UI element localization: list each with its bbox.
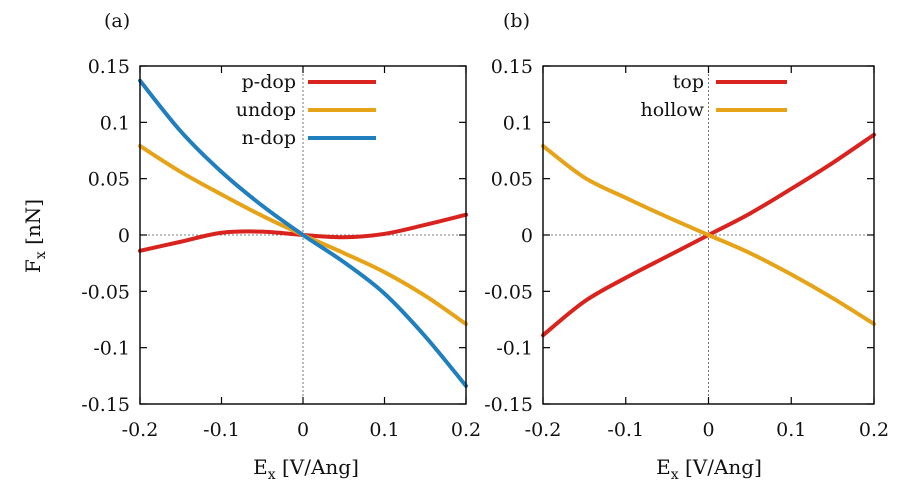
legend-label-n-dop: n-dop xyxy=(242,127,296,149)
panel-a-xlabel-main: E xyxy=(253,455,268,479)
y-tick-label: -0.1 xyxy=(496,338,533,360)
legend-label-p-dop: p-dop xyxy=(242,71,296,93)
panel-a-x-axis-label: Ex [V/Ang] xyxy=(253,455,359,483)
y-tick-label: 0.05 xyxy=(491,169,533,191)
panel-b-xlabel-main: E xyxy=(656,455,671,479)
x-tick-label: 0.1 xyxy=(776,419,806,441)
x-tick-label: -0.1 xyxy=(203,419,240,441)
y-tick-label: 0.15 xyxy=(88,56,130,78)
y-tick-label: -0.15 xyxy=(81,394,130,416)
series-line-n-dop xyxy=(138,78,468,388)
x-tick-label: 0 xyxy=(297,419,309,441)
panel-b-xlabel-sub: x xyxy=(671,467,679,483)
panel-a-y-axis-label: Fx [nN] xyxy=(21,199,49,273)
panel-b-ticks: 0.15 0.1 0.05 0 -0.05 -0.1 -0.15 -0.2 -0.1 0 0.1 0.… xyxy=(484,56,889,441)
panel-a-ylabel-sub: x xyxy=(33,251,49,259)
panel-a-ylabel-unit: [nN] xyxy=(21,199,45,251)
panel-a-label: (a) xyxy=(104,10,130,32)
panel-b-frame xyxy=(542,65,875,405)
panel-a-ticks: 0.15 0.1 0.05 0 -0.05 -0.1 -0.15 -0.2 -0.1 0 0.1 0.… xyxy=(81,56,481,441)
y-tick-label: 0.15 xyxy=(491,56,533,78)
panel-b: (b) 0.150.10.050-0.05-0.1-0.15-0.2 -0.1 0 0… xyxy=(484,10,889,483)
y-tick-label: 0.1 xyxy=(503,112,533,134)
x-tick-label: 0.2 xyxy=(859,419,889,441)
y-tick-label: -0.05 xyxy=(484,281,533,303)
panel-a-xlabel-sub: x xyxy=(268,467,276,483)
legend-label-top: top xyxy=(673,71,704,93)
panel-a-ylabel-main: F xyxy=(21,259,45,273)
y-tick-label: -0.15 xyxy=(484,394,533,416)
panel-b-label: (b) xyxy=(503,10,530,32)
x-tick-label: 0.1 xyxy=(369,419,399,441)
x-tick-label: -0.2 xyxy=(525,419,562,441)
x-tick-label: 0.2 xyxy=(451,419,481,441)
panel-b-xlabel-unit: [V/Ang] xyxy=(679,455,762,479)
x-tick-label: -0.1 xyxy=(607,419,644,441)
panel-a: (a) 0.150.10.050-0.05-0.1-0.15-0.2 -0.1 0 0… xyxy=(21,10,481,483)
y-tick-label: -0.1 xyxy=(93,338,130,360)
y-tick-label: 0.1 xyxy=(100,112,130,134)
panel-b-series xyxy=(541,132,876,338)
panel-a-legend: p-dop undop n-dop xyxy=(236,71,376,149)
y-tick-label: 0 xyxy=(118,225,130,247)
panel-b-x-axis-label: Ex [V/Ang] xyxy=(656,455,762,483)
panel-a-frame xyxy=(139,65,467,405)
x-tick-label: -0.2 xyxy=(122,419,159,441)
series-line-hollow xyxy=(541,143,876,327)
panel-b-legend: top hollow xyxy=(640,71,787,121)
y-tick-label: 0 xyxy=(521,225,533,247)
y-tick-label: 0.05 xyxy=(88,169,130,191)
panel-a-xlabel-unit: [V/Ang] xyxy=(276,455,359,479)
x-tick-label: 0 xyxy=(702,419,714,441)
legend-label-undop: undop xyxy=(236,99,296,121)
legend-label-hollow: hollow xyxy=(640,99,704,121)
panel-a-series xyxy=(138,78,468,388)
y-tick-label: -0.05 xyxy=(81,281,130,303)
